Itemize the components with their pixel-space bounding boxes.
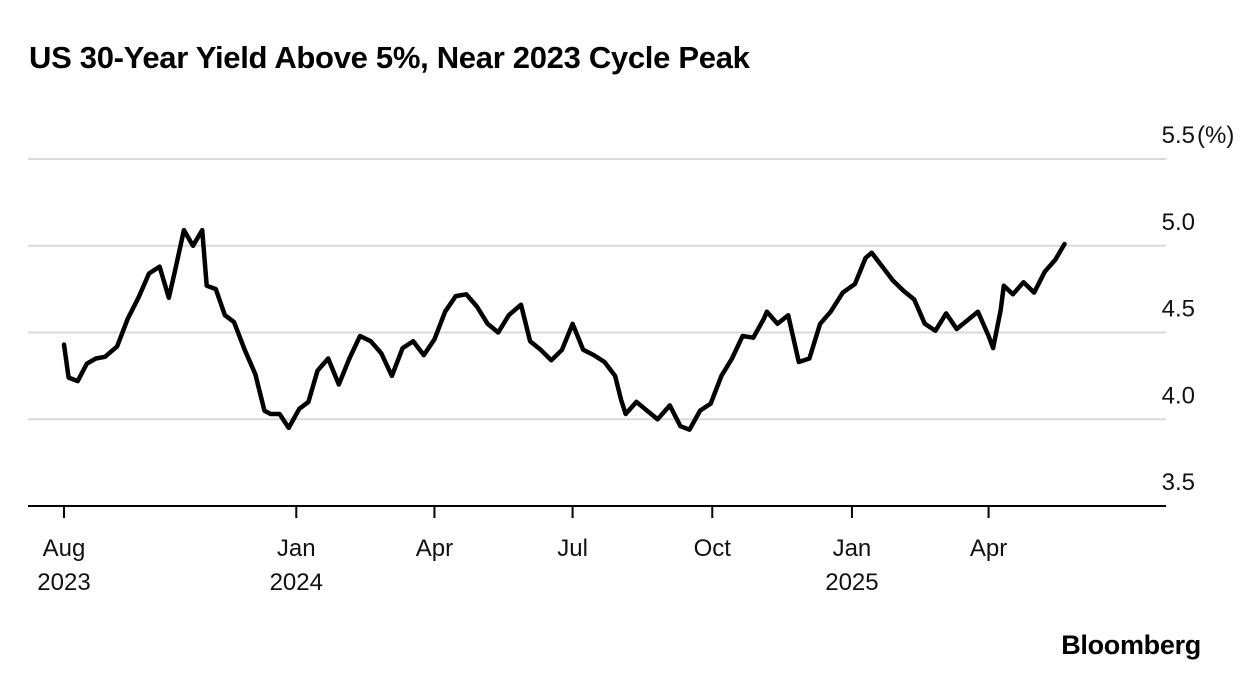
- y-tick-label: 4.5: [1162, 296, 1195, 323]
- bloomberg-logo: Bloomberg: [1061, 630, 1201, 660]
- series-layer: [61, 227, 1067, 432]
- y-gridlines: [28, 158, 1166, 421]
- x-tick-label: Apr: [970, 535, 1007, 562]
- x-axis: [28, 505, 1166, 518]
- x-tick-label: Jul: [557, 535, 588, 562]
- x-tick-year-label: 2024: [270, 569, 323, 596]
- x-tick-label: Apr: [416, 535, 453, 562]
- series-line-30y-yield: [61, 227, 1067, 432]
- y-tick-label: 3.5: [1162, 469, 1195, 496]
- x-tick-label: Oct: [694, 535, 732, 562]
- x-tick-label: Jan: [833, 535, 872, 562]
- x-tick-label: Aug: [43, 535, 86, 562]
- y-tick-label: 5.0: [1162, 209, 1195, 236]
- y-axis-tick-labels: 5.5 5.0 4.5 4.0 3.5 (%): [1162, 122, 1235, 496]
- x-tick-year-label: 2023: [37, 569, 90, 596]
- x-tick-label: Jan: [277, 535, 316, 562]
- y-tick-label: 4.0: [1162, 382, 1195, 409]
- x-axis-tick-labels: Aug 2023 Jan 2024 Apr Jul Oct Jan 2025 Apr: [37, 535, 1007, 596]
- y-unit-label: (%): [1197, 122, 1234, 149]
- x-tick-year-label: 2025: [825, 569, 878, 596]
- y-tick-label: 5.5: [1162, 122, 1195, 149]
- chart-title: US 30-Year Yield Above 5%, Near 2023 Cyc…: [29, 40, 750, 75]
